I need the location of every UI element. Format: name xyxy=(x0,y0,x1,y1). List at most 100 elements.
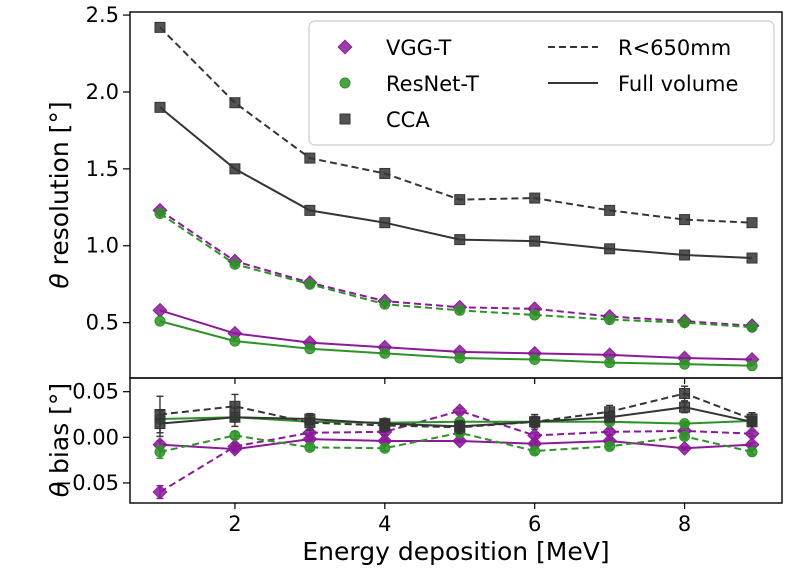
resolution-point-cca-r650 xyxy=(229,97,241,109)
bias-point-resnet-t-r650 xyxy=(154,446,166,458)
resolution-point-resnet-t-full xyxy=(679,358,691,370)
bias-point-cca-full xyxy=(679,401,691,413)
resolution-point-cca-r650 xyxy=(454,194,466,206)
legend-marker-cca xyxy=(339,113,351,125)
resolution-point-resnet-t-r650 xyxy=(154,207,166,219)
bias-series-resnet-t-r650 xyxy=(154,427,758,459)
resolution-point-cca-r650 xyxy=(304,152,316,164)
resolution-point-resnet-t-full xyxy=(746,360,758,372)
resolution-point-resnet-t-full xyxy=(454,352,466,364)
resolution-series-resnet-t-r650 xyxy=(154,207,758,333)
resolution-point-resnet-t-full xyxy=(379,347,391,359)
resolution-y-tick-label: 1.5 xyxy=(86,157,119,181)
resolution-y-tick-label: 0.5 xyxy=(86,311,119,335)
bias-plot-frame xyxy=(129,377,783,504)
bias-point-resnet-t-r650 xyxy=(379,442,391,454)
bias-y-tick-label: −0.05 xyxy=(55,471,119,495)
legend-label-solid: Full volume xyxy=(618,72,738,96)
bias-line-vgg-t-r650 xyxy=(159,409,753,493)
x-axis-label: Energy deposition [MeV] xyxy=(302,537,609,566)
resolution-y-label: θ resolution [°] xyxy=(45,101,74,288)
resolution-y-tick-label: 2.5 xyxy=(86,3,119,27)
resolution-point-resnet-t-r650 xyxy=(454,304,466,316)
resolution-point-cca-r650 xyxy=(604,204,616,216)
resolution-point-cca-full xyxy=(529,235,541,247)
bias-y-tick-label: 0.00 xyxy=(72,425,119,449)
resolution-series-resnet-t-full xyxy=(154,315,758,372)
bias-point-vgg-t-full xyxy=(227,441,243,457)
resolution-point-cca-full xyxy=(604,243,616,255)
resolution-panel: 0.5 1.0 1.5 2.0 2.5 VGG-T ResNet-T CCA R<650mm F… xyxy=(45,3,783,384)
legend-label-vgg-t: VGG-T xyxy=(386,36,452,60)
resolution-point-resnet-t-full xyxy=(529,354,541,366)
bias-y-tick-label: 0.05 xyxy=(72,380,119,404)
resolution-series-vgg-t-full xyxy=(152,302,760,368)
bias-series-cca-full xyxy=(154,401,758,438)
resolution-y-tick-label: 1.0 xyxy=(86,234,119,258)
bias-point-cca-full xyxy=(229,411,241,423)
resolution-point-resnet-t-full xyxy=(604,357,616,369)
x-tick-label: 4 xyxy=(378,512,391,536)
bias-point-cca-full xyxy=(304,413,316,425)
resolution-point-resnet-t-r650 xyxy=(604,314,616,326)
bias-point-resnet-t-r650 xyxy=(529,445,541,457)
bias-point-resnet-t-r650 xyxy=(679,430,691,442)
resolution-point-cca-full xyxy=(746,252,758,264)
bias-point-cca-full xyxy=(604,411,616,423)
bias-point-cca-full xyxy=(529,416,541,428)
x-tick-label: 2 xyxy=(228,512,241,536)
resolution-point-cca-full xyxy=(454,234,466,246)
resolution-series-cca-full xyxy=(154,101,758,264)
resolution-point-cca-r650 xyxy=(746,217,758,229)
x-tick-label: 6 xyxy=(528,512,541,536)
resolution-point-cca-r650 xyxy=(529,192,541,204)
resolution-y-tick-label: 2.0 xyxy=(86,80,119,104)
bias-point-resnet-t-full xyxy=(679,418,691,430)
resolution-point-resnet-t-r650 xyxy=(229,258,241,270)
resolution-point-resnet-t-r650 xyxy=(746,321,758,333)
bias-y-label-text: bias [°] xyxy=(45,383,74,474)
bias-point-vgg-t-full xyxy=(452,433,468,449)
resolution-point-resnet-t-full xyxy=(154,315,166,327)
resolution-point-cca-r650 xyxy=(679,214,691,226)
resolution-point-vgg-t-full xyxy=(152,302,168,318)
bias-line-resnet-t-r650 xyxy=(159,431,753,453)
legend-label-cca: CCA xyxy=(386,108,430,132)
resolution-point-resnet-t-r650 xyxy=(379,298,391,310)
legend-marker-vgg-t xyxy=(337,39,353,55)
bias-point-resnet-t-r650 xyxy=(746,446,758,458)
resolution-point-resnet-t-r650 xyxy=(529,309,541,321)
legend-label-dashed: R<650mm xyxy=(618,36,731,60)
bias-point-cca-full xyxy=(154,418,166,430)
legend-label-resnet-t: ResNet-T xyxy=(386,72,479,96)
resolution-point-cca-full xyxy=(379,217,391,229)
bias-point-resnet-t-r650 xyxy=(604,440,616,452)
legend-marker-resnet-t xyxy=(339,77,351,89)
bias-point-cca-r650 xyxy=(679,388,691,400)
x-tick-label: 8 xyxy=(678,512,691,536)
bias-y-label: θ bias [°] xyxy=(45,383,74,497)
bias-point-cca-full xyxy=(454,420,466,432)
bias-y-label-symbol: θ xyxy=(45,482,74,497)
bias-point-resnet-t-r650 xyxy=(229,429,241,441)
legend: VGG-T ResNet-T CCA R<650mm Full volume xyxy=(308,20,775,146)
bias-point-vgg-t-r650 xyxy=(452,403,468,419)
legend-box xyxy=(308,20,775,146)
resolution-point-cca-full xyxy=(154,101,166,113)
resolution-y-label-text: resolution [°] xyxy=(45,101,74,265)
resolution-point-cca-r650 xyxy=(154,21,166,33)
resolution-series-cca-r650 xyxy=(154,21,758,229)
bias-panel: −0.05 0.00 0.05 2 4 6 8 θ bias [°] Energy depo… xyxy=(45,377,783,566)
resolution-point-cca-r650 xyxy=(379,167,391,179)
resolution-point-cca-full xyxy=(304,204,316,216)
bias-point-cca-full xyxy=(379,418,391,430)
resolution-y-label-symbol: θ xyxy=(45,273,74,288)
bias-point-vgg-t-r650 xyxy=(152,484,168,500)
resolution-point-resnet-t-full xyxy=(229,335,241,347)
resolution-point-resnet-t-r650 xyxy=(679,317,691,329)
resolution-point-resnet-t-full xyxy=(304,343,316,355)
bias-point-cca-full xyxy=(746,416,758,428)
resolution-point-cca-full xyxy=(679,249,691,261)
resolution-point-resnet-t-r650 xyxy=(304,278,316,290)
